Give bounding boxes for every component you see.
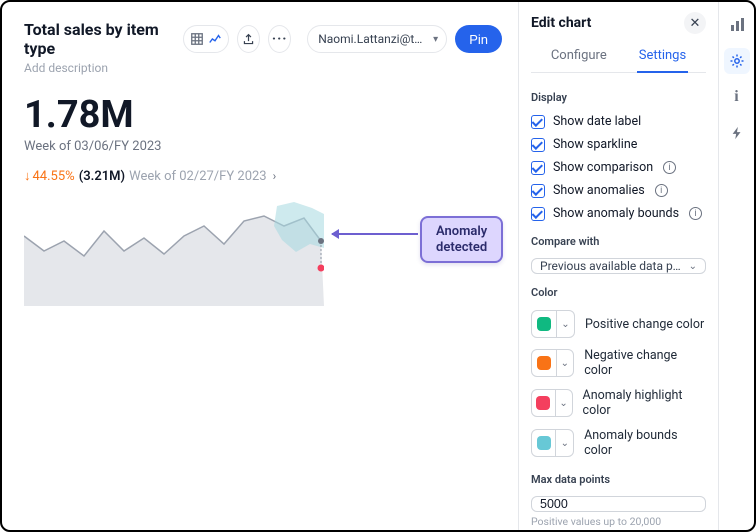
checkbox-label: Show date label xyxy=(553,114,641,129)
display-option: Show anomaly bounds i xyxy=(531,202,706,225)
info-icon: i xyxy=(734,88,738,106)
annotation-callout: Anomaly detected xyxy=(420,216,503,263)
color-swatch xyxy=(537,356,551,370)
compare-value: Previous available data p… xyxy=(540,259,681,273)
rail-chart-button[interactable] xyxy=(724,12,750,38)
display-option: Show sparkline xyxy=(531,133,706,156)
kpi-delta[interactable]: ↓ 44.55% (3.21M) Week of 02/27/FY 2023 › xyxy=(24,168,502,184)
display-option: Show date label xyxy=(531,110,706,133)
max-data-points-input[interactable] xyxy=(531,496,706,512)
sparkline-chart xyxy=(24,196,324,306)
compare-select[interactable]: Previous available data p… ⌄ xyxy=(531,258,706,274)
color-option: ⌄ Anomaly highlight color xyxy=(531,383,706,423)
checkbox-label: Show anomaly bounds xyxy=(553,206,679,221)
section-compare: Compare with xyxy=(531,235,706,248)
kpi-value: 1.78M xyxy=(24,93,502,137)
edit-chart-panel: Edit chart ✕ Configure Settings Display … xyxy=(518,2,718,530)
checkbox[interactable] xyxy=(531,184,545,198)
share-button[interactable] xyxy=(237,25,260,53)
pin-button[interactable]: Pin xyxy=(455,25,502,53)
info-icon[interactable]: i xyxy=(689,207,702,220)
color-label: Positive change color xyxy=(585,317,704,332)
chevron-down-icon: ⌄ xyxy=(556,311,574,337)
add-description[interactable]: Add description xyxy=(24,61,502,75)
bolt-icon xyxy=(730,126,744,140)
annotation-line1: Anomaly xyxy=(436,224,487,240)
chevron-down-icon: ⌄ xyxy=(689,261,697,272)
checkbox[interactable] xyxy=(531,161,545,175)
color-option: ⌄ Positive change color xyxy=(531,305,706,343)
arrow-down-icon: ↓ xyxy=(24,168,31,184)
share-icon xyxy=(242,33,255,46)
chart-icon xyxy=(208,32,222,46)
color-label: Negative change color xyxy=(584,348,706,378)
gear-icon xyxy=(729,53,745,69)
max-hint: Positive values up to 20,000 xyxy=(531,515,706,528)
checkbox-label: Show sparkline xyxy=(553,137,637,152)
color-swatch-picker[interactable]: ⌄ xyxy=(531,429,574,457)
chevron-down-icon: ▾ xyxy=(433,34,438,45)
chevron-down-icon: ⌄ xyxy=(556,350,574,376)
color-swatch-picker[interactable]: ⌄ xyxy=(531,310,575,338)
color-swatch-picker[interactable]: ⌄ xyxy=(531,389,573,417)
checkbox[interactable] xyxy=(531,115,545,129)
color-label: Anomaly bounds color xyxy=(584,428,706,458)
annotation-line2: detected xyxy=(436,240,487,256)
annotation-arrow xyxy=(332,233,418,235)
delta-percent: 44.55% xyxy=(33,169,75,184)
checkbox[interactable] xyxy=(531,138,545,152)
section-max: Max data points xyxy=(531,473,706,486)
color-option: ⌄ Anomaly bounds color xyxy=(531,423,706,463)
kpi-period: Week of 03/06/FY 2023 xyxy=(24,139,502,154)
section-color: Color xyxy=(531,286,706,299)
ellipsis-icon: ··· xyxy=(272,31,288,47)
display-option: Show anomalies i xyxy=(531,179,706,202)
delta-compare-period: Week of 02/27/FY 2023 xyxy=(129,169,267,184)
chart-type-toggle[interactable] xyxy=(183,25,229,53)
info-icon[interactable]: i xyxy=(663,161,676,174)
tab-configure[interactable]: Configure xyxy=(549,42,609,72)
page-title: Total sales by item type xyxy=(24,20,161,58)
rail-settings-button[interactable] xyxy=(724,48,750,74)
close-icon: ✕ xyxy=(690,16,701,31)
tab-settings[interactable]: Settings xyxy=(637,42,688,73)
display-option: Show comparison i xyxy=(531,156,706,179)
color-option: ⌄ Negative change color xyxy=(531,343,706,383)
color-swatch-picker[interactable]: ⌄ xyxy=(531,349,574,377)
table-icon xyxy=(190,32,204,46)
user-select[interactable]: Naomi.Lattanzi@thoug… ▾ xyxy=(307,25,447,53)
info-icon[interactable]: i xyxy=(655,184,668,197)
right-rail: i xyxy=(718,2,754,530)
delta-absolute: (3.21M) xyxy=(79,169,125,184)
chevron-down-icon: ⌄ xyxy=(555,430,573,456)
section-display: Display xyxy=(531,91,706,104)
panel-title: Edit chart xyxy=(531,15,591,31)
more-button[interactable]: ··· xyxy=(268,25,291,53)
checkbox-label: Show comparison xyxy=(553,160,653,175)
close-panel-button[interactable]: ✕ xyxy=(684,12,706,34)
chevron-right-icon: › xyxy=(273,169,277,183)
rail-bolt-button[interactable] xyxy=(724,120,750,146)
chevron-down-icon: ⌄ xyxy=(555,390,572,416)
bar-chart-icon xyxy=(729,17,745,33)
color-swatch xyxy=(536,396,550,410)
user-label: Naomi.Lattanzi@thoug… xyxy=(318,32,427,46)
color-label: Anomaly highlight color xyxy=(583,388,706,418)
checkbox-label: Show anomalies xyxy=(553,183,645,198)
color-swatch xyxy=(537,317,551,331)
checkbox[interactable] xyxy=(531,207,545,221)
rail-info-button[interactable]: i xyxy=(724,84,750,110)
color-swatch xyxy=(537,436,551,450)
